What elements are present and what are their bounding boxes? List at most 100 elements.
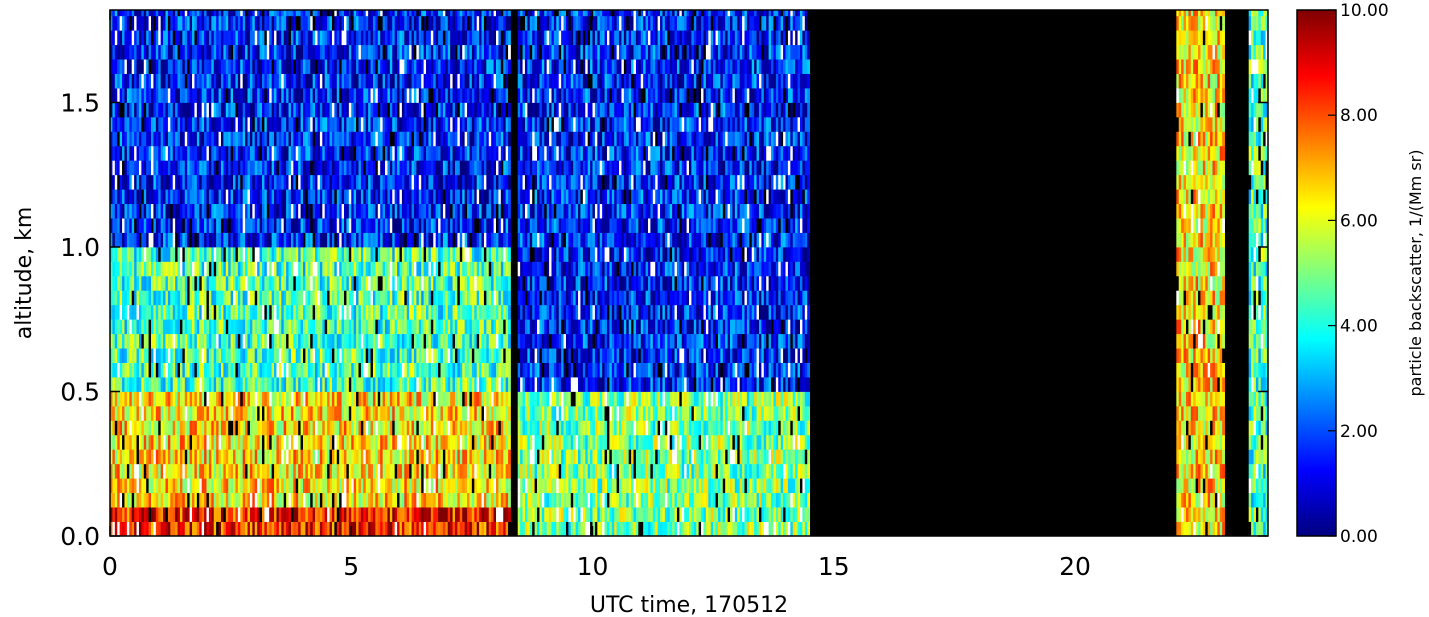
heatmap-cell xyxy=(182,304,186,320)
heatmap-cell xyxy=(151,59,154,74)
heatmap-cell xyxy=(167,290,171,306)
heatmap-cell xyxy=(363,391,367,407)
heatmap-cell xyxy=(131,290,135,306)
heatmap-cell xyxy=(404,362,408,378)
heatmap-cell xyxy=(307,10,311,17)
heatmap-cell xyxy=(136,218,140,233)
heatmap-cell xyxy=(370,521,374,536)
heatmap-cell xyxy=(225,102,229,118)
heatmap-cell xyxy=(199,203,203,219)
heatmap-cell xyxy=(170,232,174,248)
heatmap-cell xyxy=(138,59,142,74)
heatmap-cell xyxy=(124,362,128,378)
heatmap-cell xyxy=(315,377,318,392)
heatmap-cell xyxy=(327,319,330,335)
heatmap-cell xyxy=(283,521,287,536)
heatmap-cell xyxy=(153,391,157,407)
heatmap-cell xyxy=(146,44,149,60)
heatmap-cell xyxy=(305,30,309,46)
heatmap-cell xyxy=(363,203,367,219)
heatmap-cell xyxy=(165,73,169,89)
heatmap-cell xyxy=(433,377,437,392)
heatmap-cell xyxy=(257,463,260,479)
heatmap-cell xyxy=(167,391,171,407)
heatmap-cell xyxy=(377,59,381,74)
heatmap-cell xyxy=(158,492,162,508)
heatmap-cell xyxy=(365,449,369,465)
heatmap-cell xyxy=(428,420,432,436)
heatmap-cell xyxy=(336,362,340,378)
heatmap-cell xyxy=(389,492,393,508)
heatmap-cell xyxy=(245,449,248,465)
heatmap-cell xyxy=(283,405,287,421)
heatmap-cell xyxy=(399,174,403,190)
heatmap-cell xyxy=(283,232,287,248)
heatmap-cell xyxy=(341,218,345,233)
heatmap-cell xyxy=(409,232,412,248)
heatmap-cell xyxy=(213,30,217,46)
heatmap-cell xyxy=(351,362,355,378)
heatmap-cell xyxy=(230,59,234,74)
heatmap-cell xyxy=(163,405,166,421)
heatmap-cell xyxy=(327,463,330,479)
heatmap-cell xyxy=(322,275,326,291)
heatmap-cell xyxy=(163,507,166,522)
heatmap-cell xyxy=(392,160,396,176)
heatmap-cell xyxy=(163,521,166,536)
heatmap-cell xyxy=(129,59,133,74)
heatmap-cell xyxy=(413,333,417,349)
heatmap-cell xyxy=(213,174,217,190)
heatmap-cell xyxy=(126,348,130,363)
heatmap-cell xyxy=(259,73,263,89)
heatmap-cell xyxy=(370,246,374,262)
heatmap-cell xyxy=(213,478,217,494)
heatmap-cell xyxy=(114,145,118,161)
heatmap-cell xyxy=(353,73,357,89)
heatmap-cell xyxy=(315,290,318,306)
heatmap-cell xyxy=(261,290,265,306)
heatmap-cell xyxy=(411,478,415,494)
heatmap-cell xyxy=(216,420,219,436)
heatmap-cell xyxy=(353,232,357,248)
heatmap-cell xyxy=(368,88,371,103)
heatmap-cell xyxy=(397,377,400,392)
heatmap-cell xyxy=(110,492,113,508)
heatmap-cell xyxy=(271,218,275,233)
heatmap-cell xyxy=(141,275,145,291)
heatmap-cell xyxy=(124,246,128,262)
heatmap-cell xyxy=(348,232,352,248)
heatmap-cell xyxy=(317,10,321,17)
heatmap-cell xyxy=(428,116,432,132)
heatmap-cell xyxy=(235,189,239,205)
heatmap-cell xyxy=(406,377,410,392)
heatmap-cell xyxy=(288,261,292,277)
heatmap-cell xyxy=(315,362,318,378)
heatmap-cell xyxy=(377,73,381,89)
heatmap-cell xyxy=(290,59,294,74)
heatmap-cell xyxy=(360,116,364,132)
heatmap-cell xyxy=(138,319,142,335)
heatmap-cell xyxy=(143,10,147,17)
heatmap-cell xyxy=(225,405,229,421)
heatmap-cell xyxy=(249,131,253,147)
heatmap-cell xyxy=(322,362,326,378)
heatmap-cell xyxy=(211,88,215,103)
heatmap-cell xyxy=(220,463,224,479)
heatmap-cell xyxy=(177,246,181,262)
heatmap-cell xyxy=(252,521,256,536)
heatmap-cell xyxy=(380,420,384,436)
heatmap-cell xyxy=(223,333,227,349)
heatmap-cell xyxy=(305,319,309,335)
heatmap-cell xyxy=(261,348,265,363)
heatmap-cell xyxy=(382,434,386,450)
heatmap-cell xyxy=(392,463,396,479)
heatmap-cell xyxy=(112,10,116,17)
heatmap-cell xyxy=(363,88,367,103)
heatmap-cell xyxy=(406,145,410,161)
heatmap-cell xyxy=(160,463,164,479)
heatmap-cell xyxy=(206,492,210,508)
heatmap-cell xyxy=(290,73,294,89)
heatmap-cell xyxy=(435,507,439,522)
heatmap-cell xyxy=(290,377,294,392)
heatmap-cell xyxy=(312,10,316,17)
